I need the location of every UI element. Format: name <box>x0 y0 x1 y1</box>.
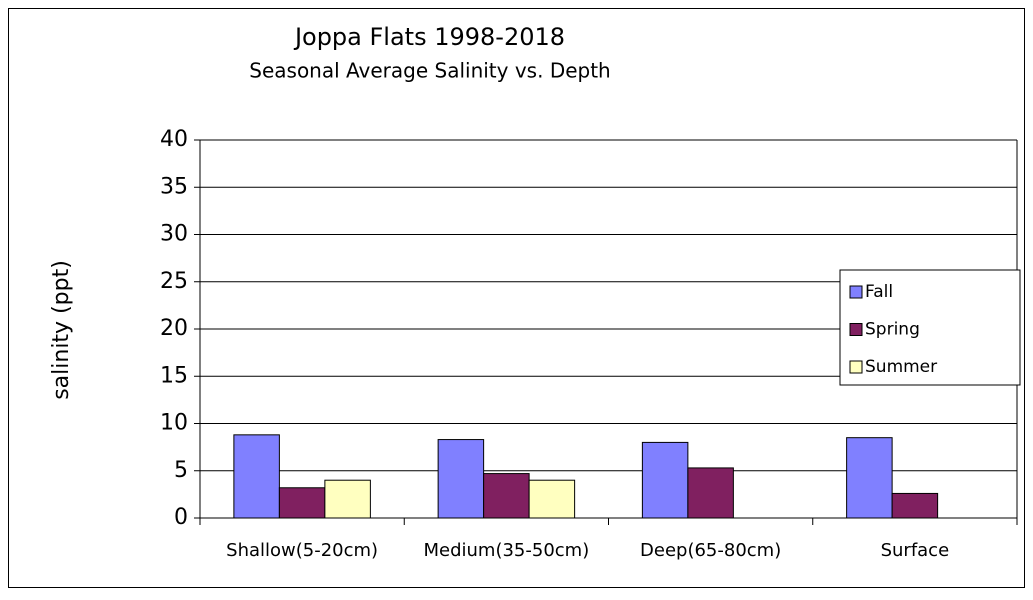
y-tick-label: 5 <box>174 458 188 483</box>
x-tick-label: Deep(65-80cm) <box>640 540 781 561</box>
bar <box>891 492 939 519</box>
x-tick-label: Surface <box>881 540 950 561</box>
y-tick-label: 0 <box>174 505 188 530</box>
y-tick-label: 25 <box>160 269 188 294</box>
y-tick-label: 30 <box>160 222 188 247</box>
bar <box>437 439 485 519</box>
legend-swatch <box>849 360 863 374</box>
y-axis-label: salinity (ppt) <box>49 260 74 400</box>
y-tick-label: 35 <box>160 174 188 199</box>
bar <box>528 479 576 519</box>
bar <box>687 467 734 519</box>
bar <box>233 434 280 519</box>
legend-swatch <box>849 285 863 299</box>
legend-label: Spring <box>865 320 920 340</box>
bar <box>324 479 371 519</box>
legend-label: Summer <box>865 357 937 377</box>
chart-title: Joppa Flats 1998-2018 <box>293 23 565 51</box>
x-tick-label: Medium(35-50cm) <box>423 540 589 561</box>
legend-label: Fall <box>865 282 893 302</box>
y-tick-label: 40 <box>160 127 188 152</box>
y-tick-label: 10 <box>160 411 188 436</box>
legend-swatch <box>849 323 863 336</box>
x-tick-label: Shallow(5-20cm) <box>226 540 378 561</box>
y-tick-label: 15 <box>160 363 188 388</box>
legend-box <box>839 269 1021 386</box>
bar <box>846 437 893 519</box>
bar <box>278 487 326 519</box>
y-tick-label: 20 <box>160 316 188 341</box>
chart-subtitle: Seasonal Average Salinity vs. Depth <box>249 59 610 83</box>
bar <box>483 473 530 519</box>
bar <box>641 441 689 519</box>
